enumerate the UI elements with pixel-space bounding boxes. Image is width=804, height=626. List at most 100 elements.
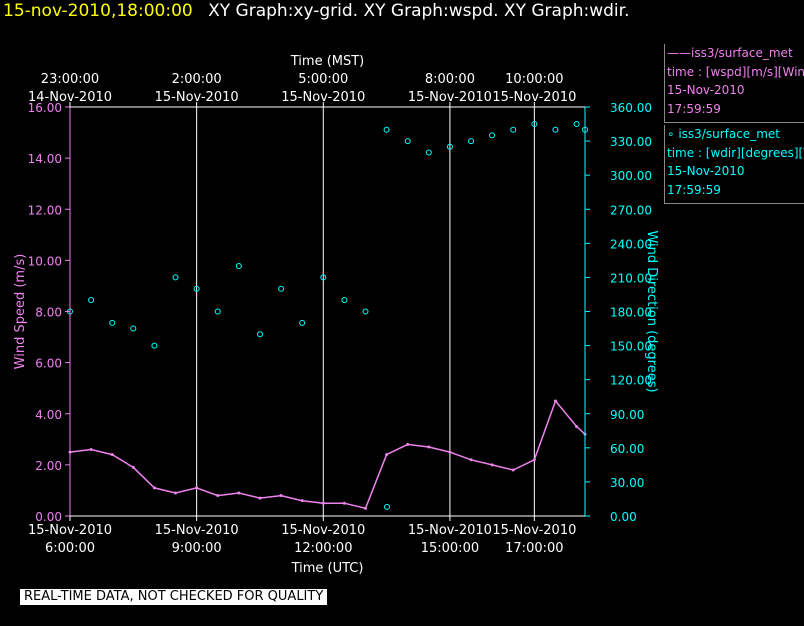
wdir-point — [320, 274, 327, 281]
chart-header: 15-nov-2010,18:00:00 XY Graph:xy-grid. X… — [3, 1, 630, 21]
legend-wdir-variable: time : [wdir][degrees][V — [667, 145, 804, 160]
wspd-point — [469, 458, 473, 462]
legend-wspd-time: 17:59:59 — [667, 101, 721, 116]
wspd-point — [385, 453, 389, 457]
legend-wspd-date: 15-Nov-2010 — [667, 83, 745, 97]
wdir-point — [235, 263, 242, 270]
legend-wspd-station: ——iss3/surface_met — [667, 46, 793, 60]
y-right-tick-label: 90.00 — [610, 408, 644, 422]
legend-wdir-time: 17:59:59 — [667, 182, 721, 197]
wspd-point — [342, 501, 346, 505]
legend-wdir-date: 15-Nov-2010 — [667, 164, 745, 178]
top-tick-time: 23:00:00 — [41, 72, 99, 87]
top-tick-date: 15-Nov-2010 — [492, 90, 576, 105]
wspd-point — [490, 463, 494, 467]
wspd-point — [406, 442, 410, 446]
wspd-point — [216, 494, 220, 498]
y-left-tick-label: 6.00 — [35, 357, 62, 371]
top-tick-time: 5:00:00 — [298, 72, 348, 87]
bottom-tick-time: 15:00:00 — [421, 541, 479, 556]
wspd-point — [448, 450, 452, 454]
top-tick-date: 14-Nov-2010 — [28, 90, 112, 105]
wdir-point — [256, 331, 263, 338]
bottom-tick-date: 15-Nov-2010 — [281, 523, 365, 538]
wspd-point — [89, 448, 93, 452]
wdir-point — [552, 126, 559, 133]
wdir-point — [214, 308, 221, 315]
y-right-tick-label: 300.00 — [610, 169, 652, 183]
wspd-point — [321, 501, 325, 505]
y-right-tick-label: 360.00 — [610, 101, 652, 115]
wdir-point — [151, 342, 158, 349]
wdir-point — [468, 138, 475, 145]
legend: ——iss3/surface_met time : [wspd][m/s][Wi… — [664, 44, 804, 206]
wspd-point — [511, 468, 515, 472]
y-left-tick-label: 14.00 — [28, 152, 62, 166]
legend-wspd-variable: time : [wspd][m/s][Wind — [667, 64, 804, 79]
y-right-tick-label: 60.00 — [610, 442, 644, 456]
wdir-point — [278, 285, 285, 292]
bottom-tick-time: 9:00:00 — [172, 541, 222, 556]
y-left-tick-label: 4.00 — [35, 408, 62, 422]
bottom-tick-time: 6:00:00 — [45, 541, 95, 556]
y-left-tick-label: 12.00 — [28, 203, 62, 217]
wspd-point — [258, 496, 262, 500]
y-right-tick-label: 30.00 — [610, 476, 644, 490]
wdir-point — [299, 319, 306, 326]
y-right-tick-label: 0.00 — [610, 510, 637, 524]
wdir-point — [130, 325, 137, 332]
wspd-point — [532, 458, 536, 462]
wspd-point — [427, 445, 431, 449]
wdir-point — [446, 143, 453, 150]
wspd-point — [300, 499, 304, 503]
top-tick-date: 15-Nov-2010 — [281, 90, 365, 105]
bottom-tick-time: 12:00:00 — [294, 541, 352, 556]
quality-notice: REAL-TIME DATA, NOT CHECKED FOR QUALITY — [20, 589, 328, 605]
y-left-tick-label: 10.00 — [28, 254, 62, 268]
wspd-point — [174, 491, 178, 495]
y-left-tick-label: 0.00 — [35, 510, 62, 524]
y-left-axis-label: Wind Speed (m/s) — [13, 254, 28, 370]
y-right-tick-label: 150.00 — [610, 340, 652, 354]
wspd-point — [575, 425, 579, 429]
wdir-point — [172, 274, 179, 281]
wdir-point — [193, 285, 200, 292]
y-left-tick-label: 16.00 — [28, 101, 62, 115]
wspd-series-line — [69, 399, 586, 510]
bottom-tick-date: 15-Nov-2010 — [155, 523, 239, 538]
bottom-tick-date: 15-Nov-2010 — [492, 523, 576, 538]
y-right-axis-label: Wind Direction (degrees) — [644, 230, 659, 392]
top-tick-time: 10:00:00 — [505, 72, 563, 87]
wspd-point — [553, 399, 557, 403]
bottom-tick-date: 15-Nov-2010 — [28, 523, 112, 538]
header-graph-titles: XY Graph:xy-grid. XY Graph:wspd. XY Grap… — [208, 1, 630, 21]
y-right-tick-label: 270.00 — [610, 203, 652, 217]
y-left-tick-label: 2.00 — [35, 459, 62, 473]
y-right-tick-label: 120.00 — [610, 374, 652, 388]
wdir-point — [383, 126, 390, 133]
wspd-point — [110, 453, 114, 457]
top-tick-time: 2:00:00 — [172, 72, 222, 87]
wdir-point — [573, 121, 580, 128]
legend-item-wdir[interactable]: ∘ iss3/surface_met time : [wdir][degrees… — [664, 125, 804, 204]
wdir-point — [425, 149, 432, 156]
top-tick-time: 8:00:00 — [425, 72, 475, 87]
legend-item-wspd[interactable]: ——iss3/surface_met time : [wspd][m/s][Wi… — [664, 44, 804, 123]
wdir-point — [109, 319, 116, 326]
wdir-point — [404, 138, 411, 145]
y-right-tick-label: 180.00 — [610, 306, 652, 320]
wspd-point — [279, 494, 283, 498]
top-axis-label: Time (MST) — [290, 54, 365, 69]
wdir-point — [384, 503, 391, 510]
wdir-point — [341, 297, 348, 304]
wspd-point — [152, 486, 156, 490]
bottom-axis-label: Time (UTC) — [291, 561, 364, 576]
wspd-point — [195, 486, 199, 490]
wdir-point — [489, 132, 496, 139]
wspd-point — [363, 506, 367, 510]
wdir-point — [510, 126, 517, 133]
top-tick-date: 15-Nov-2010 — [408, 90, 492, 105]
wspd-point — [131, 465, 135, 469]
y-left-tick-label: 8.00 — [35, 306, 62, 320]
